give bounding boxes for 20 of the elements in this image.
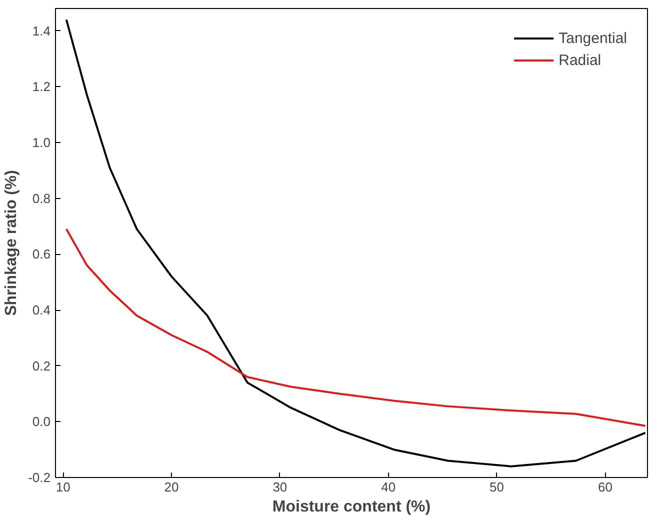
y-tick-label: 0.2 [32,358,51,374]
x-axis-title: Moisture content (%) [272,498,431,516]
y-tick-label: 1.4 [32,23,51,38]
y-tick-label: 0.6 [32,246,51,262]
x-tick-label: 60 [598,480,612,494]
y-tick-label: 1.0 [32,135,51,150]
x-tick-label: 20 [164,480,179,494]
y-axis-title: Shrinkage ratio (%) [3,170,20,316]
legend-label: Radial [558,52,602,68]
y-tick-label: 1.2 [32,79,51,94]
y-tick-label: 0.8 [32,190,51,206]
line-series [65,228,646,427]
x-tick-label: 40 [381,480,396,494]
x-tick-label: 10 [56,480,70,494]
y-tick-label: -0.2 [28,470,51,485]
y-tick-label: 0.4 [32,302,51,318]
x-tick-label: 50 [490,480,504,494]
y-tick-label: 0.0 [32,414,51,430]
x-tick-label: 30 [272,480,288,494]
legend-label: Tangential [558,30,627,46]
